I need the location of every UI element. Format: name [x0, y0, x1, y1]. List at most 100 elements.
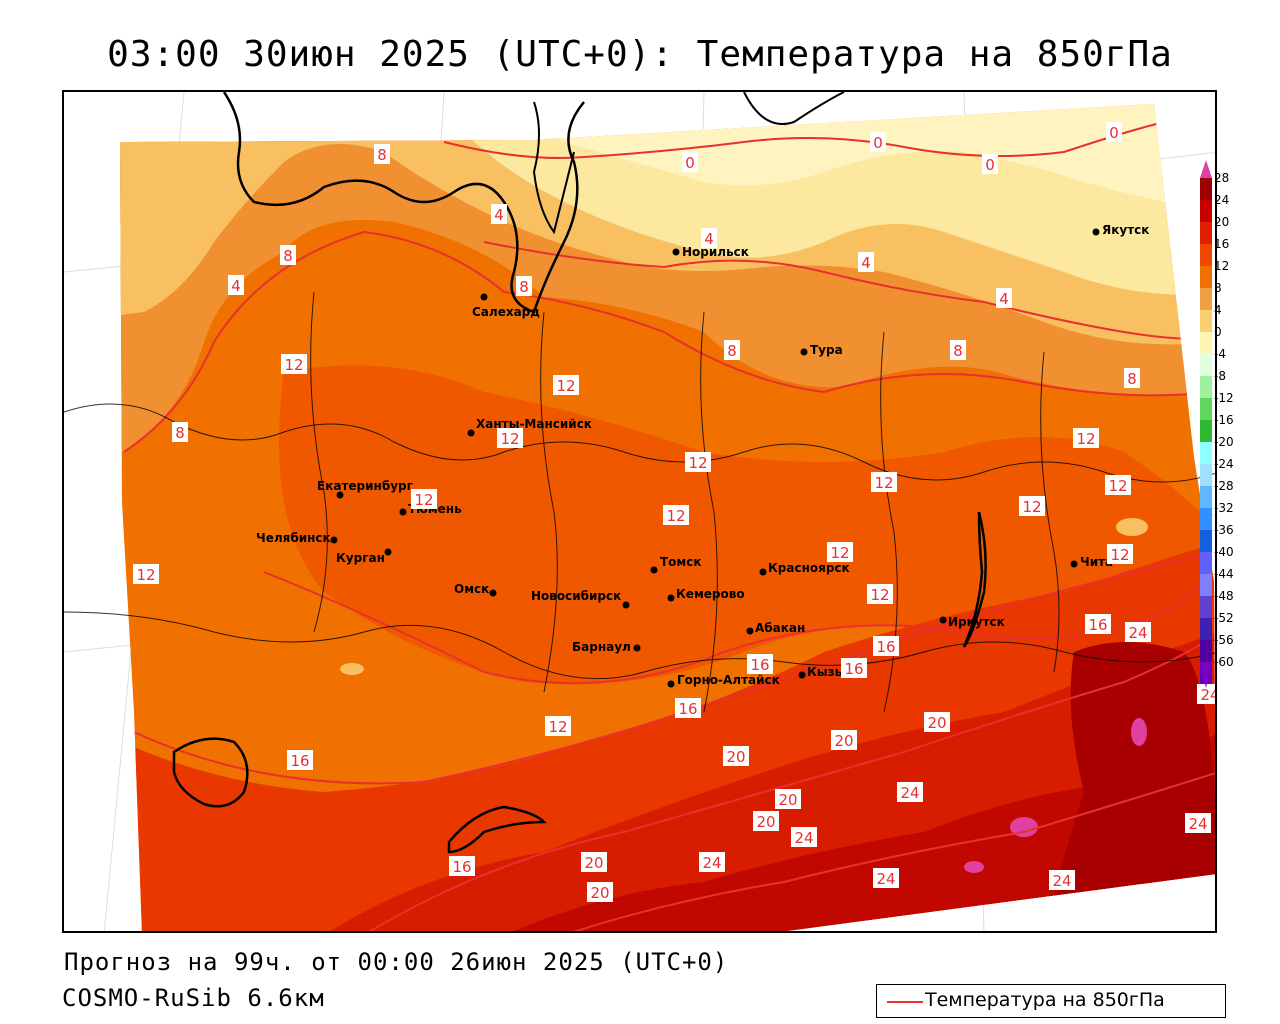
scale-tick-label: 16	[1214, 237, 1229, 251]
scale-tick-label: -48	[1214, 589, 1234, 603]
isotherm-label-text: 16	[452, 858, 471, 876]
scale-tick-label: -4	[1214, 347, 1226, 361]
isotherm-labels: 8 0 0 0 0 4 4 4 4 4 8 8 8 8 8 8 12 12 12 12 12 12 12 12 12 12 12 12…	[133, 122, 1217, 902]
isotherm-label: 16	[841, 658, 867, 678]
scale-swatch	[1200, 420, 1212, 442]
isotherm-label-box	[172, 422, 188, 442]
scale-swatch	[1200, 464, 1212, 486]
scale-bottom-arrow	[1200, 662, 1212, 688]
scale-tick-label: -60	[1214, 655, 1234, 669]
isotherm-label: 24	[699, 852, 725, 872]
scale-tick-label: 24	[1214, 193, 1229, 207]
isotherm-label-box	[281, 354, 307, 374]
isotherm-label-text: 16	[844, 660, 863, 678]
isotherm-label-text: 24	[1200, 686, 1217, 704]
isotherm-label-text: 12	[136, 566, 155, 584]
scale-tick-label: -56	[1214, 633, 1234, 647]
isotherm-label: 20	[581, 852, 607, 872]
isotherm-label-text: 12	[414, 491, 433, 509]
isotherm-label: 12	[1105, 475, 1131, 495]
isotherm-label-box	[950, 340, 966, 360]
scale-tick-label: 4	[1214, 303, 1222, 317]
isotherm-label: 24	[873, 868, 899, 888]
isotherm-label-box	[497, 428, 523, 448]
isotherm-label-text: 8	[727, 342, 737, 360]
isotherm-label-text: 12	[500, 430, 519, 448]
cities: Норильск Якутск Салехард Тура Ханты-Манс…	[256, 223, 1149, 688]
isotherm-label: 12	[411, 489, 437, 509]
scale-swatch	[1200, 332, 1212, 354]
city-yekaterinburg: Екатеринбург	[317, 479, 413, 499]
isotherm-label-text: 4	[494, 206, 504, 224]
isotherm-label-text: 8	[953, 342, 963, 360]
isotherm-label: 20	[753, 811, 779, 831]
isotherm-label: 4	[491, 204, 507, 224]
svg-text:Екатеринбург: Екатеринбург	[317, 479, 413, 493]
isotherm-label: 12	[867, 584, 893, 604]
isotherm-label: 16	[449, 856, 475, 876]
svg-text:Якутск: Якутск	[1102, 223, 1149, 237]
svg-text:Иркутск: Иркутск	[948, 615, 1005, 629]
city-yakutsk: Якутск	[1092, 223, 1149, 237]
isotherm-label: 24	[1185, 813, 1211, 833]
isotherm-label-text: 0	[873, 134, 883, 152]
city-kemerovo: Кемерово	[667, 587, 745, 602]
isotherm-label: 12	[1019, 496, 1045, 516]
isotherm-label: 0	[682, 152, 698, 172]
isotherm-label-text: 12	[688, 454, 707, 472]
model-name: COSMO-RuSib 6.6км	[62, 984, 325, 1012]
svg-text:Кемерово: Кемерово	[676, 587, 745, 601]
isotherm-label: 12	[133, 564, 159, 584]
svg-text:Курган: Курган	[336, 551, 385, 565]
isotherm-label: 4	[228, 275, 244, 295]
isotherm-label-box	[1106, 122, 1122, 142]
map-svg: Норильск Якутск Салехард Тура Ханты-Манс…	[64, 92, 1217, 931]
isotherm-label: 20	[775, 789, 801, 809]
isotherm-label-box	[1049, 870, 1075, 890]
isotherm-label-box	[841, 658, 867, 678]
city-barnaul: Барнаул	[572, 640, 641, 654]
isotherm-label: 12	[1073, 428, 1099, 448]
map-legend: Температура на 850гПа	[876, 984, 1226, 1018]
svg-text:Красноярск: Красноярск	[768, 561, 850, 575]
svg-text:Тура: Тура	[810, 343, 843, 357]
isotherm-label-box	[587, 882, 613, 902]
isotherm-label-text: 24	[876, 870, 895, 888]
isotherm-label-text: 24	[702, 854, 721, 872]
scale-tick-label: -8	[1214, 369, 1226, 383]
scale-swatch	[1200, 310, 1212, 332]
isotherm-label-text: 16	[678, 700, 697, 718]
isotherm-label: 24	[1049, 870, 1075, 890]
scale-swatch	[1200, 266, 1212, 288]
scale-swatch	[1200, 640, 1212, 662]
isotherm-label-text: 0	[985, 156, 995, 174]
isotherm-label: 8	[516, 276, 532, 296]
city-kurgan: Курган	[336, 548, 392, 565]
isotherm-label: 0	[1106, 122, 1122, 142]
isotherm-label-text: 0	[1109, 124, 1119, 142]
isotherm-label: 4	[996, 288, 1012, 308]
isotherm-label-text: 20	[756, 813, 775, 831]
isotherm-label-text: 12	[830, 544, 849, 562]
isotherm-label: 4	[701, 228, 717, 248]
isotherm-label-box	[747, 654, 773, 674]
isotherm-label: 12	[827, 542, 853, 562]
isotherm-label: 0	[870, 132, 886, 152]
isotherm-label: 12	[663, 505, 689, 525]
isotherm-label-text: 12	[284, 356, 303, 374]
isotherm-label-box	[873, 636, 899, 656]
isotherm-label-text: 8	[283, 247, 293, 265]
isotherm-label-box	[228, 275, 244, 295]
isotherm-label-box	[581, 852, 607, 872]
isotherm-label-box	[682, 152, 698, 172]
isotherm-label-box	[449, 856, 475, 876]
isotherm-label-box	[280, 245, 296, 265]
isotherm-label-text: 12	[1022, 498, 1041, 516]
isotherm-label: 8	[280, 245, 296, 265]
isotherm-label-text: 0	[685, 154, 695, 172]
city-tura: Тура	[800, 343, 843, 357]
isotherm-label-text: 16	[876, 638, 895, 656]
isotherm-label: 24	[897, 782, 923, 802]
isotherm-label: 16	[873, 636, 899, 656]
svg-text:Барнаул: Барнаул	[572, 640, 631, 654]
